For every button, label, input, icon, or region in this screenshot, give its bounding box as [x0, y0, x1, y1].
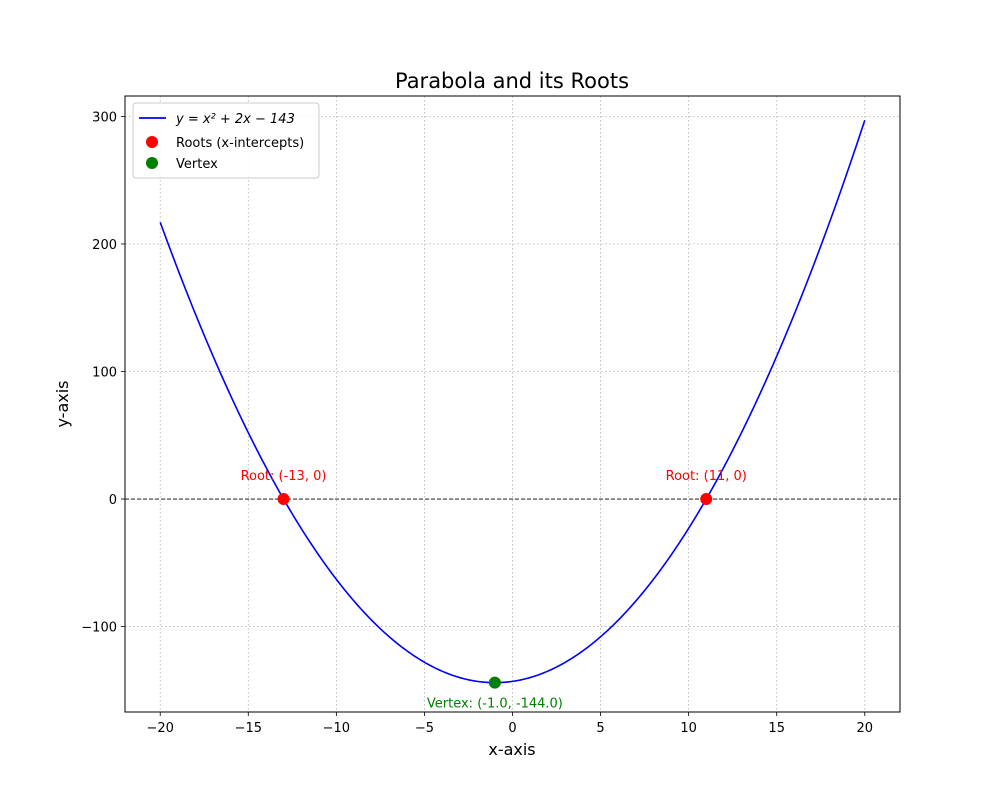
y-tick-label: 300	[92, 110, 117, 125]
vertex-point	[488, 676, 501, 689]
x-tick-label: −20	[147, 721, 174, 736]
y-tick-label: 100	[92, 365, 117, 380]
y-tick-label: 0	[109, 493, 117, 508]
y-tick-label: −100	[81, 621, 117, 636]
grid	[125, 96, 900, 712]
legend-curve-label: y = x² + 2x − 143	[175, 112, 295, 127]
vertex-label: Vertex: (-1.0, -144.0)	[427, 697, 563, 712]
legend-roots-swatch	[146, 136, 158, 148]
x-tick-label: −10	[323, 721, 350, 736]
x-tick-label: 0	[508, 721, 516, 736]
root-label: Root: (-13, 0)	[241, 469, 327, 484]
x-tick-label: 20	[856, 721, 873, 736]
root-point	[277, 493, 290, 506]
markers: Root: (-13, 0) Root: (11, 0) Vertex: (-1.0…	[241, 469, 747, 712]
legend: y = x² + 2x − 143 Roots (x-intercepts) V…	[132, 102, 320, 179]
root-label: Root: (11, 0)	[666, 469, 747, 484]
root-point	[700, 493, 713, 506]
x-tick-label: 15	[768, 721, 785, 736]
legend-roots-label: Roots (x-intercepts)	[176, 136, 304, 151]
x-tick-label: −15	[235, 721, 262, 736]
plot-area: Root: (-13, 0) Root: (11, 0) Vertex: (-1.0…	[125, 119, 900, 712]
chart-title: Parabola and its Roots	[395, 69, 629, 93]
y-axis-label: y-axis	[53, 380, 72, 427]
x-tick-label: −5	[415, 721, 434, 736]
y-tick-label: 200	[92, 238, 117, 253]
x-tick-label: 5	[596, 721, 604, 736]
axis-ticks: −20 −15 −10 −5 0 5 10 15 20 −100 0 100 200 300	[81, 110, 873, 736]
x-tick-label: 10	[680, 721, 697, 736]
legend-vertex-swatch	[146, 157, 158, 169]
x-axis-label: x-axis	[488, 740, 535, 759]
legend-box	[132, 102, 320, 179]
legend-vertex-label: Vertex	[176, 157, 218, 172]
parabola-curve	[159, 119, 866, 684]
